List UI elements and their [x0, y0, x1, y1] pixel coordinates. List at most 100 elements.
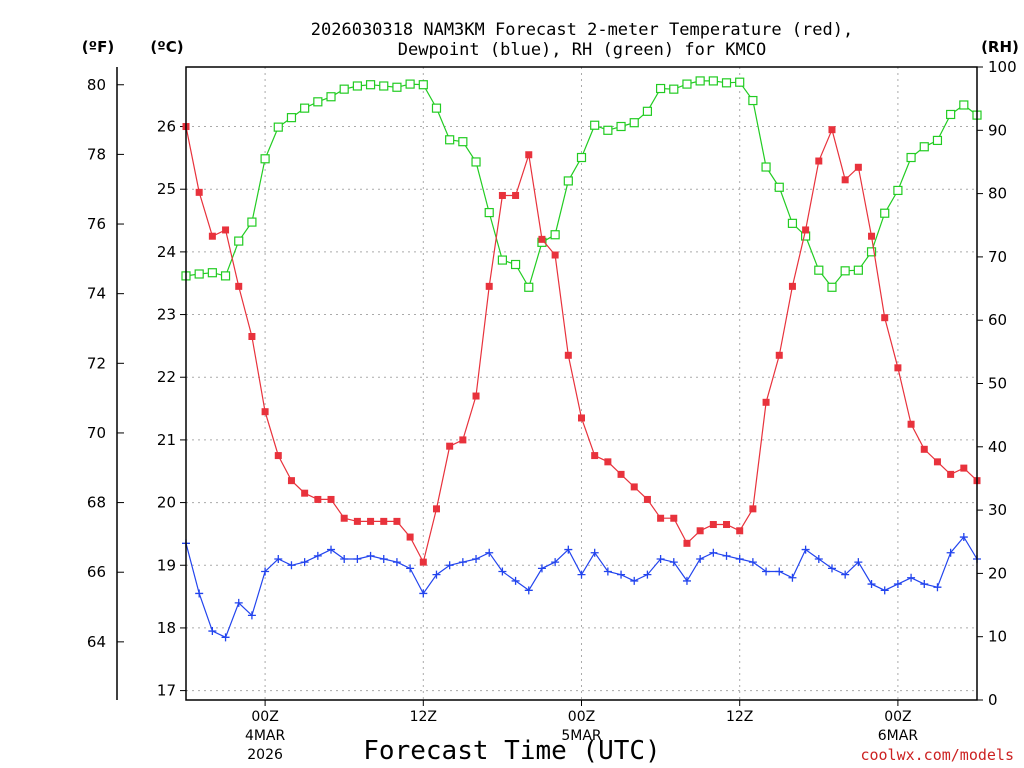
dewpoint-point-44	[762, 567, 771, 576]
y-tick-label-f-72: 72	[87, 354, 106, 372]
y-tick-label-c-22: 22	[157, 368, 176, 386]
x-tick-date-2: 5MAR	[561, 728, 602, 744]
y-tick-label-rh-20: 20	[988, 564, 1007, 582]
rh-point-18	[418, 80, 428, 90]
y-tick-label-rh-80: 80	[988, 185, 1007, 203]
2-meter-temperature-point-58	[947, 470, 955, 478]
2-meter-temperature-point-8	[287, 477, 295, 485]
rh-point-13	[352, 81, 362, 91]
plot-frame	[185, 66, 978, 701]
2-meter-temperature-point-57	[933, 458, 941, 466]
y-tick-label-rh-100: 100	[988, 58, 1017, 76]
x-axis-label: Forecast Time (UTC)	[363, 736, 660, 766]
dewpoint-point-20	[445, 561, 454, 570]
rh-point-46	[787, 218, 798, 228]
x-tick-date-4: 6MAR	[878, 728, 919, 744]
rh-point-55	[906, 152, 916, 163]
rh-point-28	[550, 230, 560, 240]
2-meter-temperature-point-32	[604, 458, 612, 466]
rh-point-35	[642, 106, 653, 116]
2-meter-temperature-point-44	[762, 398, 770, 406]
2-meter-temperature-point-30	[578, 414, 585, 422]
dewpoint-point-12	[340, 554, 349, 563]
dewpoint-point-14	[366, 551, 375, 560]
y-tick-label-rh-30: 30	[988, 501, 1007, 519]
rh-point-21	[458, 137, 468, 147]
rh-point-15	[379, 81, 389, 91]
rh-point-19	[431, 103, 442, 113]
2-meter-temperature-point-9	[301, 489, 309, 497]
unit-fahrenheit-label: (ºF)	[82, 38, 114, 56]
rh-point-14	[365, 80, 376, 90]
y-tick-label-f-66: 66	[87, 563, 106, 581]
rh-point-1	[194, 269, 204, 279]
rh-point-6	[260, 154, 270, 164]
2-meter-temperature-point-3	[222, 226, 230, 234]
2-meter-temperature-point-14	[367, 517, 375, 525]
rh-point-23	[484, 207, 494, 218]
rh-point-20	[445, 135, 455, 145]
2-meter-temperature-point-24	[498, 191, 506, 199]
rh-point-26	[524, 282, 534, 292]
credit-text: coolwx.com/models	[860, 746, 1014, 764]
2-meter-temperature-point-23	[485, 282, 493, 290]
2-meter-temperature-point-40	[709, 521, 717, 529]
rh-point-16	[392, 82, 402, 92]
y-tick-label-rh-40: 40	[988, 438, 1007, 456]
rh-point-31	[590, 120, 600, 130]
dewpoint-point-42	[735, 554, 744, 563]
2-meter-temperature-point-6	[261, 408, 269, 416]
rh-point-30	[576, 152, 587, 163]
x-tick-label-0: 00Z	[251, 709, 278, 725]
dewpoint-point-25	[511, 576, 520, 585]
dewpoint-point-58	[946, 548, 955, 557]
2-meter-temperature-point-17	[406, 533, 414, 541]
dewpoint-point-22	[472, 554, 481, 563]
dewpoint-point-5	[247, 611, 256, 620]
2-meter-temperature-point-52	[868, 232, 876, 240]
dewpoint-point-29	[564, 545, 573, 554]
dewpoint-point-35	[643, 570, 652, 579]
rh-point-53	[880, 208, 890, 218]
dewpoint-point-56	[920, 580, 929, 589]
2-meter-temperature-point-53	[881, 314, 889, 322]
rh-point-45	[774, 182, 784, 192]
2-meter-temperature-point-33	[617, 470, 625, 478]
y-tick-label-f-76: 76	[87, 215, 106, 233]
2-meter-temperature-point-18	[419, 558, 427, 566]
rh-point-37	[669, 84, 679, 94]
2-meter-temperature-point-56	[920, 445, 928, 453]
2-meter-temperature-point-22	[472, 392, 480, 400]
2-meter-temperature-point-34	[630, 483, 638, 491]
x-tick-label-4: 00Z	[884, 709, 911, 725]
rh-point-10	[313, 97, 323, 107]
rh-point-43	[748, 95, 758, 106]
y-tick-label-f-74: 74	[87, 285, 106, 303]
x-tick-label-3: 12Z	[726, 709, 753, 725]
2-meter-temperature-point-7	[274, 452, 282, 460]
y-tick-label-rh-90: 90	[988, 121, 1007, 139]
2-meter-temperature-point-13	[353, 517, 361, 525]
2-meter-temperature-point-51	[854, 163, 862, 171]
dewpoint-point-11	[327, 545, 336, 554]
rh-point-25	[510, 259, 521, 270]
y-tick-label-c-19: 19	[157, 556, 176, 574]
2-meter-temperature-point-45	[775, 351, 783, 359]
dewpoint-point-10	[313, 551, 322, 560]
2-meter-temperature-point-48	[815, 157, 823, 165]
dewpoint-point-21	[458, 558, 467, 567]
rh-point-32	[603, 125, 613, 135]
rh-point-8	[286, 113, 297, 123]
dewpoint-point-49	[827, 564, 836, 573]
dewpoint-point-33	[617, 570, 626, 579]
2-meter-temperature-point-50	[841, 176, 849, 184]
dewpoint-point-50	[841, 570, 850, 579]
dewpoint-point-53	[880, 586, 889, 595]
dewpoint-point-19	[432, 570, 441, 579]
tick-labels: 17 18 19 20 21 22 23 24 25 26 64 66 68 70 72 74 76 78 80 0 1…	[87, 58, 1017, 763]
rh-point-24	[497, 255, 507, 265]
rh-point-11	[326, 92, 336, 102]
y-tick-label-rh-0: 0	[988, 691, 998, 709]
dewpoint-point-17	[406, 564, 415, 573]
dewpoint-point-37	[669, 558, 678, 567]
